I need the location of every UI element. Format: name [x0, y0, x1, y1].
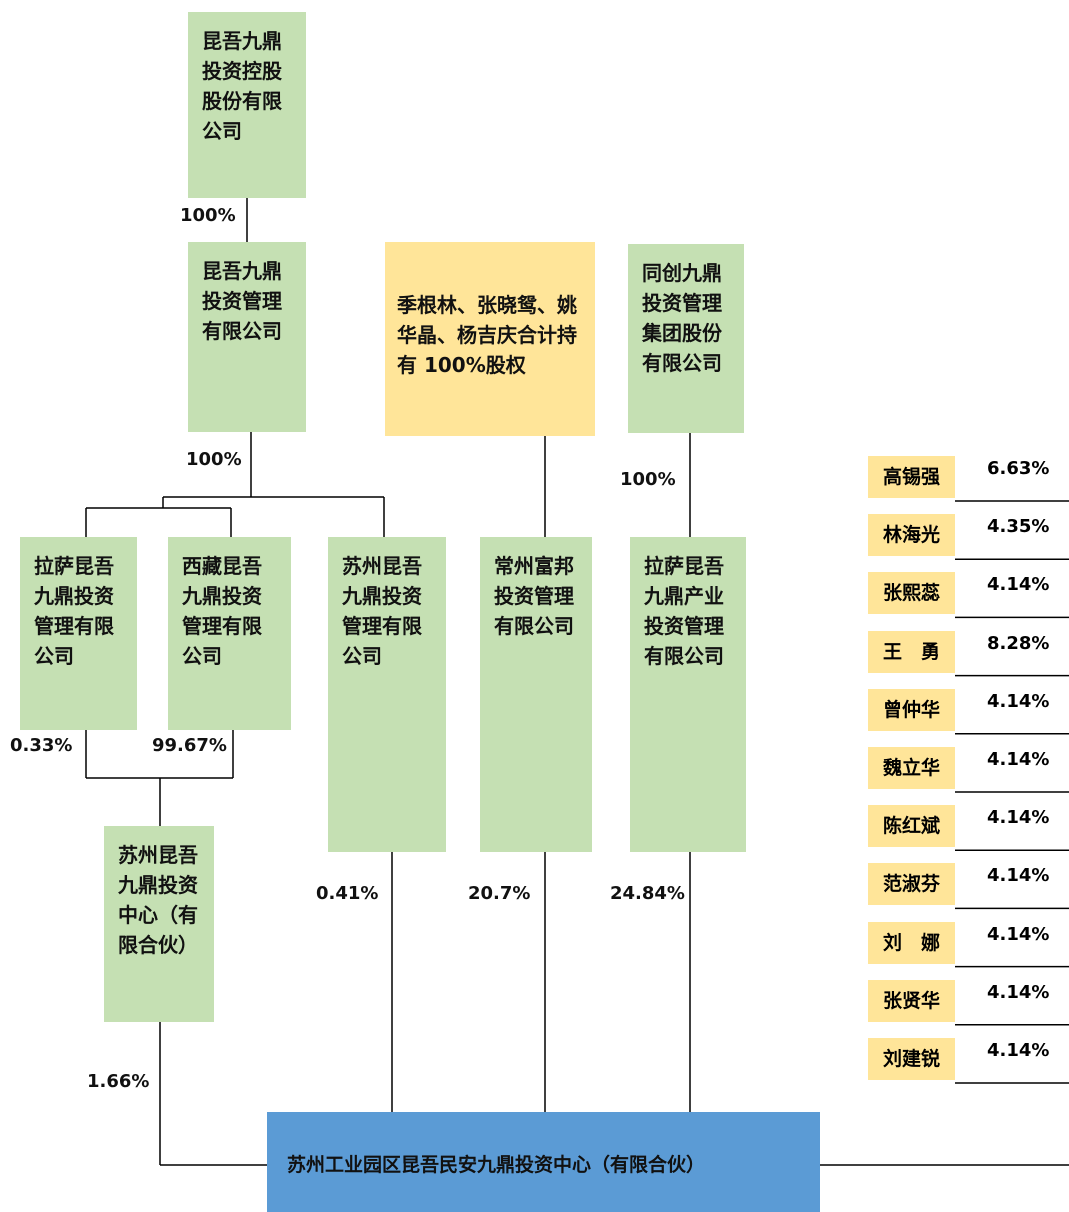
- node: 常州富邦投资管理有限公司: [480, 537, 592, 852]
- shareholder-share: 4.35%: [987, 516, 1050, 538]
- shareholder-name: 范淑芬: [868, 863, 955, 906]
- shareholder-name: 王 勇: [868, 630, 955, 673]
- shareholder-name: 张贤华: [868, 979, 955, 1022]
- node: 西藏昆吾九鼎投资管理有限公司: [168, 537, 291, 730]
- shareholder-share: 4.14%: [987, 923, 1050, 945]
- shareholder-name: 林海光: [868, 514, 955, 557]
- node: 昆吾九鼎投资管理有限公司: [188, 242, 306, 432]
- shareholder-name: 魏立华: [868, 747, 955, 789]
- edge-label: 100%: [620, 469, 676, 490]
- main-node: 苏州工业园区昆吾民安九鼎投资中心（有限合伙）: [267, 1112, 820, 1212]
- edge-label: 99.67%: [152, 735, 227, 756]
- shareholder-share: 4.14%: [987, 865, 1050, 887]
- shareholder-name: 高锡强: [868, 456, 955, 498]
- shareholder-share: 4.14%: [987, 807, 1050, 829]
- edge-label: 20.7%: [468, 883, 531, 904]
- node: 苏州昆吾九鼎投资中心（有限合伙）: [104, 826, 214, 1022]
- node: 季根林、张晓鸳、姚华晶、杨吉庆合计持有 100%股权: [385, 242, 595, 436]
- edge-label: 0.33%: [10, 735, 73, 756]
- shareholder-share: 8.28%: [987, 632, 1050, 654]
- edge-label: 0.41%: [316, 883, 379, 904]
- edge-label: 1.66%: [87, 1071, 150, 1092]
- node: 同创九鼎投资管理集团股份有限公司: [628, 244, 744, 433]
- shareholder-share: 4.14%: [987, 690, 1050, 712]
- shareholder-share: 4.14%: [987, 574, 1050, 596]
- shareholder-share: 6.63%: [987, 458, 1050, 479]
- edge-label: 24.84%: [610, 883, 685, 904]
- shareholder-name: 刘 娜: [868, 921, 955, 964]
- node: 拉萨昆吾九鼎产业投资管理有限公司: [630, 537, 746, 852]
- node: 苏州昆吾九鼎投资管理有限公司: [328, 537, 446, 852]
- edge-label: 100%: [186, 449, 242, 470]
- shareholder-share: 4.14%: [987, 749, 1050, 770]
- node: 拉萨昆吾九鼎投资管理有限公司: [20, 537, 137, 730]
- shareholder-name: 刘建锐: [868, 1038, 955, 1080]
- shareholder-share: 4.14%: [987, 1040, 1050, 1061]
- shareholder-share: 4.14%: [987, 981, 1050, 1003]
- node: 昆吾九鼎投资控股股份有限公司: [188, 12, 306, 198]
- shareholder-name: 张熙蕊: [868, 572, 955, 615]
- shareholder-name: 陈红斌: [868, 805, 955, 848]
- shareholder-name: 曾仲华: [868, 688, 955, 731]
- edge-label: 100%: [180, 205, 236, 226]
